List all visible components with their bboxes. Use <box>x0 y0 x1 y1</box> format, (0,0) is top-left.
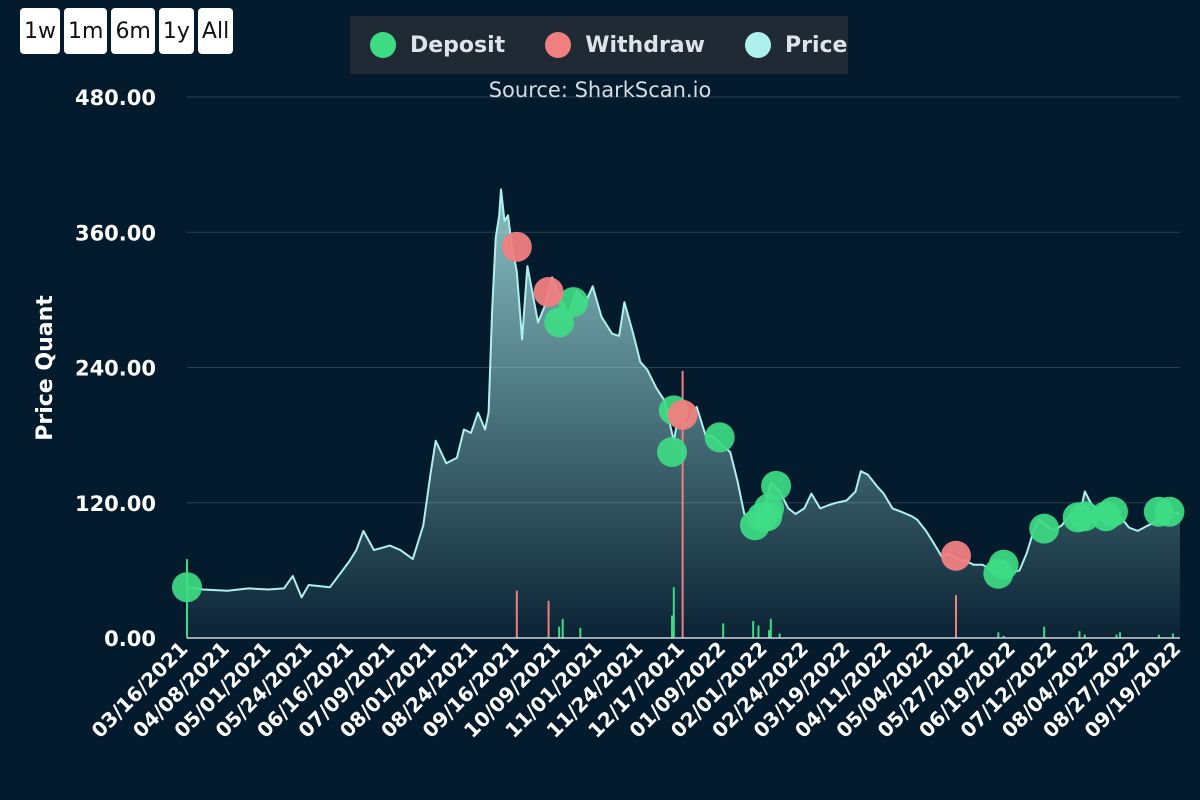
deposit-point <box>1154 496 1185 527</box>
deposit-volume-bar <box>997 632 1000 638</box>
deposit-volume-bar <box>752 621 755 638</box>
deposit-volume-bar <box>1043 626 1046 638</box>
y-axis-label: Price Quant <box>33 295 58 441</box>
legend: Deposit Withdraw Price <box>350 16 848 74</box>
withdraw-point <box>501 231 532 262</box>
deposit-volume-bar <box>558 626 561 638</box>
deposit-volume-bar <box>1119 632 1122 638</box>
deposit-volume-bar <box>757 625 760 638</box>
legend-withdraw-label: Withdraw <box>585 32 705 58</box>
deposit-point <box>988 549 1019 580</box>
deposit-volume-bar <box>768 630 771 638</box>
deposit-volume-bar <box>778 633 781 638</box>
y-tick-label: 120.00 <box>75 492 156 516</box>
deposit-volume-bar <box>1002 635 1005 638</box>
withdraw-point <box>533 276 564 307</box>
legend-price-marker <box>744 32 771 58</box>
deposit-point <box>172 572 202 603</box>
range-button-6m[interactable]: 6m <box>111 8 155 54</box>
range-button-1y[interactable]: 1y <box>158 8 194 54</box>
deposit-volume-bar <box>1157 634 1160 638</box>
withdraw-volume-bar <box>515 590 518 638</box>
withdraw-volume-bar <box>547 600 550 638</box>
deposit-point <box>704 422 735 453</box>
legend-deposit-label: Deposit <box>410 32 506 58</box>
withdraw-volume-bar <box>955 595 958 638</box>
deposit-point <box>1097 496 1128 527</box>
deposit-point <box>754 493 785 524</box>
legend-item-deposit[interactable]: Deposit <box>370 32 505 58</box>
deposit-volume-bar <box>1115 634 1118 638</box>
y-tick-label: 360.00 <box>75 221 156 245</box>
legend-item-price[interactable]: Price <box>744 32 848 58</box>
legend-price-label: Price <box>784 32 848 58</box>
deposit-volume-bar <box>1078 631 1081 638</box>
withdraw-point <box>667 399 698 430</box>
deposit-volume-bar <box>722 623 725 638</box>
y-tick-label: 240.00 <box>75 357 156 381</box>
deposit-volume-bar <box>579 627 582 638</box>
deposit-point <box>558 287 589 318</box>
range-button-all[interactable]: All <box>197 8 234 54</box>
withdraw-volume-bar <box>681 370 684 638</box>
price-area <box>187 189 1180 638</box>
deposit-point <box>657 437 688 468</box>
deposit-volume-bar <box>1171 633 1174 638</box>
deposit-point <box>1069 501 1100 532</box>
range-button-1w[interactable]: 1w <box>20 8 60 54</box>
source-text: Source: SharkScan.io <box>488 78 712 102</box>
y-tick-label: 0.00 <box>104 627 156 651</box>
legend-item-withdraw[interactable]: Withdraw <box>545 32 705 58</box>
deposit-point <box>1029 513 1060 544</box>
withdraw-point <box>941 540 972 571</box>
deposit-volume-bar <box>672 587 675 638</box>
deposit-volume-bar <box>561 618 564 638</box>
range-button-1m[interactable]: 1m <box>64 8 108 54</box>
legend-deposit-marker <box>370 32 396 58</box>
deposit-volume-bar <box>769 618 772 638</box>
y-tick-label: 480.00 <box>75 86 156 110</box>
legend-withdraw-marker <box>545 32 572 58</box>
range-buttons: 1w 1m 6m 1y All <box>20 8 234 54</box>
deposit-volume-bar <box>1083 634 1086 638</box>
deposit-volume-bar <box>671 615 674 638</box>
deposit-point <box>761 470 792 501</box>
